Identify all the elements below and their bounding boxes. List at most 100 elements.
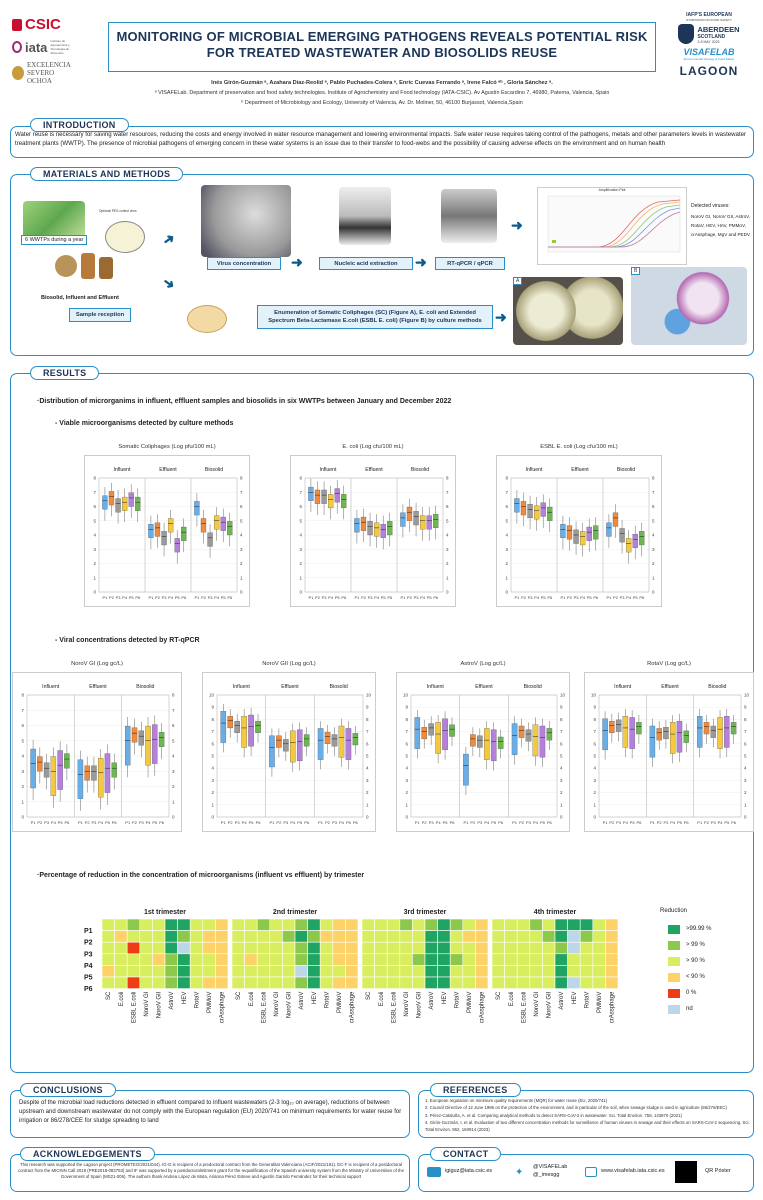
x-tick-label: P4 [146,820,152,825]
y-tick-label: 5 [366,754,369,759]
row-label: P5 [84,975,93,982]
y-tick-label: 8 [560,717,563,722]
nucleic-extraction-box: Nucleic acid extraction [319,257,413,270]
x-tick-label: P1 [194,595,200,600]
legend-label: >99.99 % [686,926,712,932]
x-tick-label: P5 [152,820,158,825]
column-label: HEV [312,992,318,1004]
heatmap-cell [269,965,283,978]
heatmap-cell [542,976,556,989]
x-tick-label: P3 [477,820,483,825]
box [421,727,428,740]
contact-section: igiguz@iata.csic.es ✦ @VISAFELab @_imesg… [418,1154,754,1192]
y-tick-label: 4 [405,766,408,771]
heatmap-cell [282,918,296,931]
heatmap-cell [345,930,359,943]
box [433,514,439,529]
box [518,725,525,738]
box [30,748,36,789]
x-tick-label: P4 [214,595,220,600]
heatmap-cell [126,941,141,955]
box [533,505,540,520]
heatmap-cell [307,976,321,989]
y-tick-label: 3 [21,769,24,774]
y-tick-label: 8 [21,693,24,698]
box [37,756,43,772]
y-tick-label: 8 [366,717,369,722]
group-label: Biosolid [524,684,542,690]
heatmap-cell [424,918,438,931]
box [636,722,642,735]
y-tick-label: 1 [593,802,596,807]
heatmap-cell [282,941,296,955]
y-tick-label: 7 [405,729,408,734]
x-tick-label: P1 [308,595,314,600]
heatmap-cell [449,918,464,931]
box [656,728,662,741]
csic-text: CSIC [25,16,61,33]
y-tick-label: 2 [593,790,596,795]
box [629,717,635,749]
heatmap-cell [361,965,375,978]
y-tick-label: 7 [172,708,175,713]
heatmap-cell [449,930,464,943]
influent-jar-icon [81,253,95,279]
heatmap-cell [449,941,464,955]
heatmap-cell [592,965,606,978]
heatmap-cell [164,965,178,978]
y-tick-label: 8 [446,476,449,481]
x-tick-label: P1 [560,595,566,600]
group-label: Influent [614,684,632,690]
x-tick-label: P2 [609,820,615,825]
x-tick-label: P1 [318,820,324,825]
heatmap-cell [139,918,153,931]
affiliation-a: ᵃ VISAFELab. Department of preservation … [154,90,610,96]
heatmap-cell [449,965,464,978]
heatmap-cell [386,941,401,955]
control-virus-icon [105,221,145,253]
column-label: AstroV [559,992,565,1010]
arrow-right-1-icon: ➜ [291,254,303,270]
reference-item: 1. European regulation on minimum qualit… [425,1098,608,1103]
y-tick-label: 6 [299,504,302,509]
box [345,728,352,760]
heatmap-cell [269,976,283,989]
plot-frame [98,477,238,593]
acknowledgements-section: This research was supported the Lagoon p… [10,1154,410,1192]
column-label: NoroV GII [547,991,553,1018]
y-tick-label: 5 [593,754,596,759]
contact-twitter-1[interactable]: @VISAFELab [533,1164,568,1170]
x-tick-label: P5 [297,820,303,825]
heatmap-cell [332,930,346,943]
heatmap-cell [164,918,178,931]
arrow-right-3-icon: ➜ [511,217,523,233]
heatmap-cell [554,953,568,966]
heatmap-cell [256,941,271,955]
heatmap-cell [269,918,283,931]
box [154,522,161,537]
heatmap-cell [361,918,375,931]
y-tick-label: 2 [240,561,243,566]
x-tick-label: P3 [162,595,168,600]
heatmap-cell [412,918,426,931]
contact-twitter-2[interactable]: @_imesgg [533,1172,560,1178]
y-tick-label: 3 [299,547,302,552]
box [387,521,393,536]
contact-website[interactable]: www.visafelab.iata.csic.es [601,1168,665,1174]
contact-email[interactable]: igiguz@iata.csic.es [445,1168,493,1174]
x-tick-label: P3 [574,595,580,600]
control-virus-note: Optional PEG control virus [99,209,137,213]
x-tick-label: P5 [175,595,181,600]
y-tick-label: 5 [744,754,747,759]
y-tick-label: 2 [652,561,655,566]
box [220,516,226,531]
column-label: SC [106,991,112,1000]
heatmap-cell [189,918,204,931]
box [174,538,180,553]
heatmap-cell [215,918,229,931]
heatmap-cell [256,976,271,989]
box [419,515,426,530]
virus-concentration-box: Virus concentration [207,257,281,270]
column-label: crAssphage [350,991,356,1023]
